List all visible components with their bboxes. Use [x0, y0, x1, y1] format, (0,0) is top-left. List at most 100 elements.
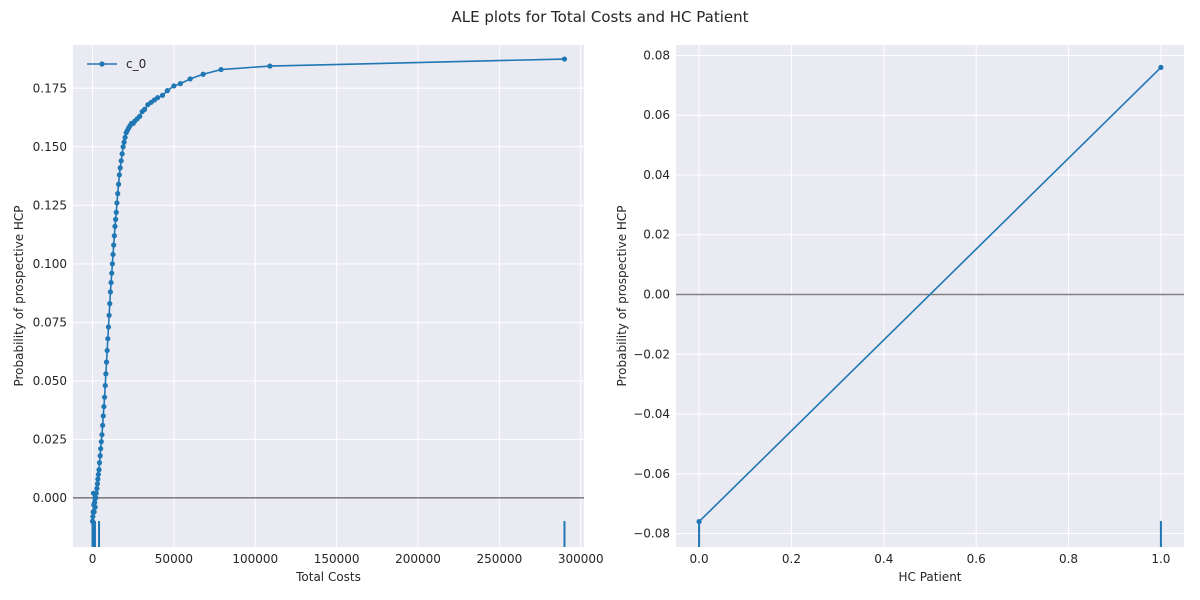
figure-title: ALE plots for Total Costs and HC Patient: [451, 8, 749, 26]
data-point: [561, 56, 568, 62]
series-line: [698, 66, 1162, 523]
legend: c_0: [87, 57, 146, 71]
data-point: [122, 134, 128, 141]
data-point: [142, 106, 148, 112]
x-tick-label: 0.8: [1059, 552, 1078, 566]
data-point: [95, 476, 101, 482]
data-point: [200, 71, 206, 77]
y-tick-label: 0.175: [33, 81, 67, 95]
data-point: [98, 439, 104, 445]
y-tick-label: 0.08: [643, 48, 670, 62]
data-point: [101, 403, 107, 410]
data-point: [112, 223, 118, 229]
data-point: [98, 446, 104, 452]
y-axis-label: Probability of prospective HCP: [12, 205, 26, 386]
data-point: [105, 336, 111, 342]
data-point: [110, 251, 116, 258]
y-tick-label: −0.04: [633, 407, 670, 421]
data-point: [94, 485, 100, 492]
y-axis-label: Probability of prospective HCP: [615, 205, 629, 386]
data-point: [109, 261, 115, 267]
data-point: [171, 83, 177, 89]
y-tick-label: 0.02: [643, 228, 670, 242]
data-point: [117, 165, 123, 171]
y-tick-label: 0.100: [33, 257, 67, 271]
x-tick-label: 100000: [232, 552, 278, 566]
data-point: [109, 270, 115, 276]
legend-label: c_0: [126, 57, 146, 71]
data-point: [90, 513, 96, 520]
data-point: [121, 139, 127, 145]
data-point: [116, 172, 122, 178]
x-tick-label: 200000: [395, 552, 441, 566]
data-point: [107, 301, 113, 307]
x-tick-label: 50000: [155, 552, 193, 566]
data-point: [102, 382, 108, 389]
x-tick-label: 0.4: [874, 552, 893, 566]
plot-background: [73, 45, 584, 547]
y-tick-label: 0.025: [33, 432, 67, 446]
data-point: [92, 504, 98, 510]
data-point: [113, 216, 119, 222]
data-point: [101, 394, 108, 400]
data-point: [96, 467, 102, 473]
data-point: [111, 233, 117, 239]
x-tick-label: 300000: [558, 552, 604, 566]
data-point: [113, 209, 119, 215]
x-tick-label: 0: [89, 552, 97, 566]
y-tick-label: −0.02: [633, 347, 670, 361]
data-point: [159, 92, 166, 98]
y-tick-label: 0.150: [33, 140, 67, 154]
data-point: [103, 371, 109, 377]
series-group: [89, 56, 568, 547]
data-point: [115, 181, 122, 187]
data-point: [107, 289, 114, 295]
data-point: [95, 471, 101, 478]
data-point: [119, 151, 125, 157]
data-point: [120, 144, 126, 150]
y-tick-label: 0.06: [643, 108, 670, 122]
data-point: [93, 495, 99, 501]
data-point: [267, 63, 273, 69]
data-point: [93, 490, 99, 496]
data-point: [111, 242, 117, 248]
data-point: [100, 422, 106, 428]
x-axis-label: HC Patient: [899, 570, 962, 584]
data-point: [97, 453, 103, 459]
data-point: [177, 81, 184, 87]
x-tick-label: 250000: [476, 552, 522, 566]
y-tick-label: 0.00: [643, 288, 670, 302]
data-point: [155, 95, 161, 101]
x-tick-label: 0.0: [690, 552, 709, 566]
y-tick-label: 0.075: [33, 315, 67, 329]
data-point: [103, 359, 110, 365]
data-point: [137, 113, 143, 119]
data-point: [1158, 64, 1164, 71]
data-point: [106, 312, 112, 318]
data-point: [115, 191, 121, 197]
data-point: [187, 76, 193, 82]
data-point: [108, 279, 114, 286]
x-tick-label: 150000: [314, 552, 360, 566]
y-tick-label: 0.04: [643, 168, 670, 182]
y-tick-label: −0.06: [633, 467, 670, 481]
data-point: [100, 413, 106, 419]
data-point: [92, 499, 98, 506]
data-point: [91, 509, 97, 515]
data-point: [105, 324, 112, 330]
y-tick-label: 0.000: [33, 491, 67, 505]
data-point: [94, 481, 101, 487]
data-point: [118, 158, 124, 164]
ale-plot-total-costs: 0 50000 100000 150000 200000 250000 300000 0.00…: [12, 45, 604, 584]
data-point: [99, 432, 105, 438]
ale-plot-hc-patient: 0.0 0.2 0.4 0.6 0.8 1.0 −0.08 −0.06 −0.04 −0.02 0.…: [615, 45, 1184, 584]
y-tick-label: 0.050: [33, 374, 67, 388]
x-tick-label: 0.6: [967, 552, 986, 566]
data-point: [104, 347, 110, 354]
x-tick-label: 0.2: [782, 552, 801, 566]
data-point: [218, 66, 224, 73]
x-tick-label: 1.0: [1151, 552, 1170, 566]
data-point: [114, 200, 120, 206]
